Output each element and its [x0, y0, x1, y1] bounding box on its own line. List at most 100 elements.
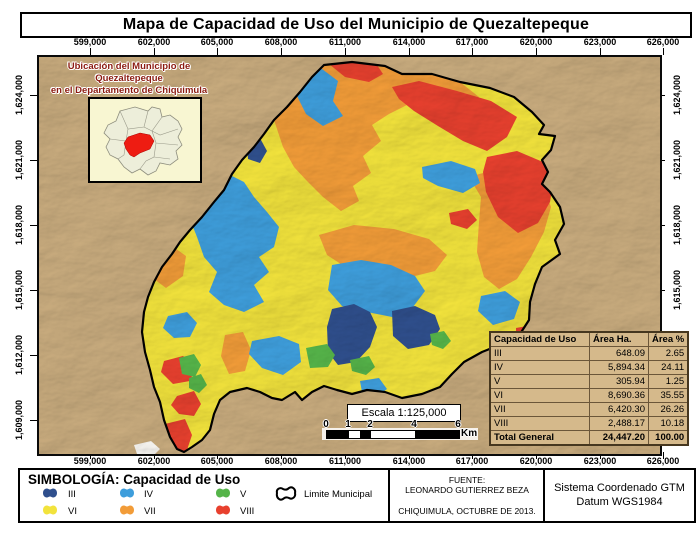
x-label: 608,000 — [264, 456, 298, 466]
x-label: 617,000 — [455, 456, 489, 466]
footer: SIMBOLOGÍA: Capacidad de Uso III IV V Li… — [18, 468, 696, 523]
y-label: 1,624,000 — [672, 74, 682, 116]
y-tick — [30, 160, 37, 161]
cell-ha: 648.09 — [589, 346, 649, 361]
table-header-area-ha: Área Ha. — [589, 331, 649, 347]
legend-swatch-vi — [43, 505, 57, 515]
cell-pct: 26.26 — [648, 402, 689, 417]
legend-heading-subtitle: Capacidad de Uso — [123, 472, 241, 487]
cell-clase: IV — [489, 360, 590, 375]
cell-ha: 305.94 — [589, 374, 649, 389]
x-label: 614,000 — [392, 456, 426, 466]
footer-divider — [388, 470, 390, 521]
y-label: 1,624,000 — [14, 74, 24, 116]
cell-clase: III — [489, 346, 590, 361]
y-tick — [30, 420, 37, 421]
cell-clase: V — [489, 374, 590, 389]
cell-pct: 10.18 — [648, 416, 689, 431]
cell-pct: 35.55 — [648, 388, 689, 403]
y-label: 1,618,000 — [14, 204, 24, 246]
x-label: 605,000 — [200, 37, 234, 47]
y-tick — [30, 95, 37, 96]
inset-map — [88, 97, 202, 183]
cell-ha: 8,690.36 — [589, 388, 649, 403]
municipality-highlight — [123, 132, 155, 158]
x-tick — [536, 48, 537, 55]
x-label: 626,000 — [646, 37, 680, 47]
cell-total-label: Total General — [489, 430, 590, 446]
table-row: VIII 2,488.17 10.18 — [489, 416, 689, 431]
x-label: 605,000 — [200, 456, 234, 466]
y-label: 1,612,000 — [14, 334, 24, 376]
scale-bar — [326, 430, 460, 439]
x-label: 623,000 — [583, 37, 617, 47]
table-total-row: Total General 24,447.20 100.00 — [489, 430, 689, 446]
table-row: III 648.09 2.65 — [489, 346, 689, 361]
y-tick — [30, 355, 37, 356]
scale-segment — [360, 431, 371, 438]
cell-clase: VIII — [489, 416, 590, 431]
legend-heading-simbologia: SIMBOLOGÍA: — [28, 472, 120, 487]
legend-swatch-viii — [216, 505, 230, 515]
cell-pct: 2.65 — [648, 346, 689, 361]
x-tick — [600, 48, 601, 55]
source-line3: CHIQUIMULA, OCTUBRE DE 2013. — [398, 506, 536, 516]
source-block: FUENTE: LEONARDO GUTIERREZ BEZA — [392, 475, 542, 495]
y-tick — [30, 225, 37, 226]
legend-swatch-iv — [120, 488, 134, 498]
scale-tick-label: 1 — [345, 419, 351, 430]
table-row: VI 8,690.36 35.55 — [489, 388, 689, 403]
table-row: V 305.94 1.25 — [489, 374, 689, 389]
x-label: 623,000 — [583, 456, 617, 466]
x-label: 599,000 — [73, 456, 107, 466]
scale-segment — [415, 431, 459, 438]
municipal-boundary-icon — [275, 486, 297, 501]
inset-caption-line2: en el Departamento de Chiquimula — [50, 85, 208, 96]
swatch-shape — [43, 505, 57, 515]
swatch-shape — [120, 505, 134, 515]
legend-label-v: V — [240, 489, 247, 500]
inset-map-svg — [103, 106, 183, 176]
x-label: 620,000 — [519, 37, 553, 47]
y-label: 1,615,000 — [672, 269, 682, 311]
x-label: 620,000 — [519, 456, 553, 466]
y-label: 1,615,000 — [14, 269, 24, 311]
inset-caption-line1: Ubicación del Municipio de Quezaltepeque — [67, 61, 191, 84]
legend-swatch-iii — [43, 488, 57, 498]
scale-segment — [371, 431, 415, 438]
scale-tick-label: 6 — [455, 419, 461, 430]
capacity-area-table: Capacidad de Uso Área Ha. Área % III 648… — [489, 331, 690, 446]
y-tick — [30, 290, 37, 291]
swatch-shape — [216, 505, 230, 515]
scale-label: Escala 1:125,000 — [361, 407, 447, 419]
x-label: 608,000 — [264, 37, 298, 47]
y-label: 1,609,000 — [14, 399, 24, 441]
scale-tick-label: 2 — [367, 419, 373, 430]
legend-swatch-vii — [120, 505, 134, 515]
cell-clase: VI — [489, 388, 590, 403]
source-date: CHIQUIMULA, OCTUBRE DE 2013. — [392, 506, 542, 516]
legend-label-iv: IV — [144, 489, 153, 500]
map-title: Mapa de Capacidad de Uso del Municipio d… — [122, 16, 590, 33]
scale-unit: Km — [461, 428, 478, 439]
table-row: VII 6,420.30 26.26 — [489, 402, 689, 417]
swatch-shape — [120, 488, 134, 498]
inset-caption: Ubicación del Municipio de Quezaltepeque… — [38, 61, 220, 97]
x-tick — [663, 452, 664, 459]
boundary-icon-shape — [275, 486, 297, 501]
cell-ha: 2,488.17 — [589, 416, 649, 431]
cell-clase: VII — [489, 402, 590, 417]
swatch-shape — [43, 488, 57, 498]
cell-ha: 5,894.34 — [589, 360, 649, 375]
scale-segment — [327, 431, 349, 438]
crs-block: Sistema Coordenado GTM Datum WGS1984 — [547, 481, 692, 509]
x-tick — [663, 48, 664, 55]
table-header-row: Capacidad de Uso Área Ha. Área % — [489, 331, 689, 347]
scale-segment — [349, 431, 360, 438]
legend-heading: SIMBOLOGÍA: Capacidad de Uso — [28, 472, 240, 487]
legend-label-iii: III — [68, 489, 76, 500]
x-label: 617,000 — [455, 37, 489, 47]
scale-tick-label: 0 — [323, 419, 329, 430]
cell-total-ha: 24,447.20 — [589, 430, 649, 446]
x-label: 611,000 — [328, 37, 362, 47]
